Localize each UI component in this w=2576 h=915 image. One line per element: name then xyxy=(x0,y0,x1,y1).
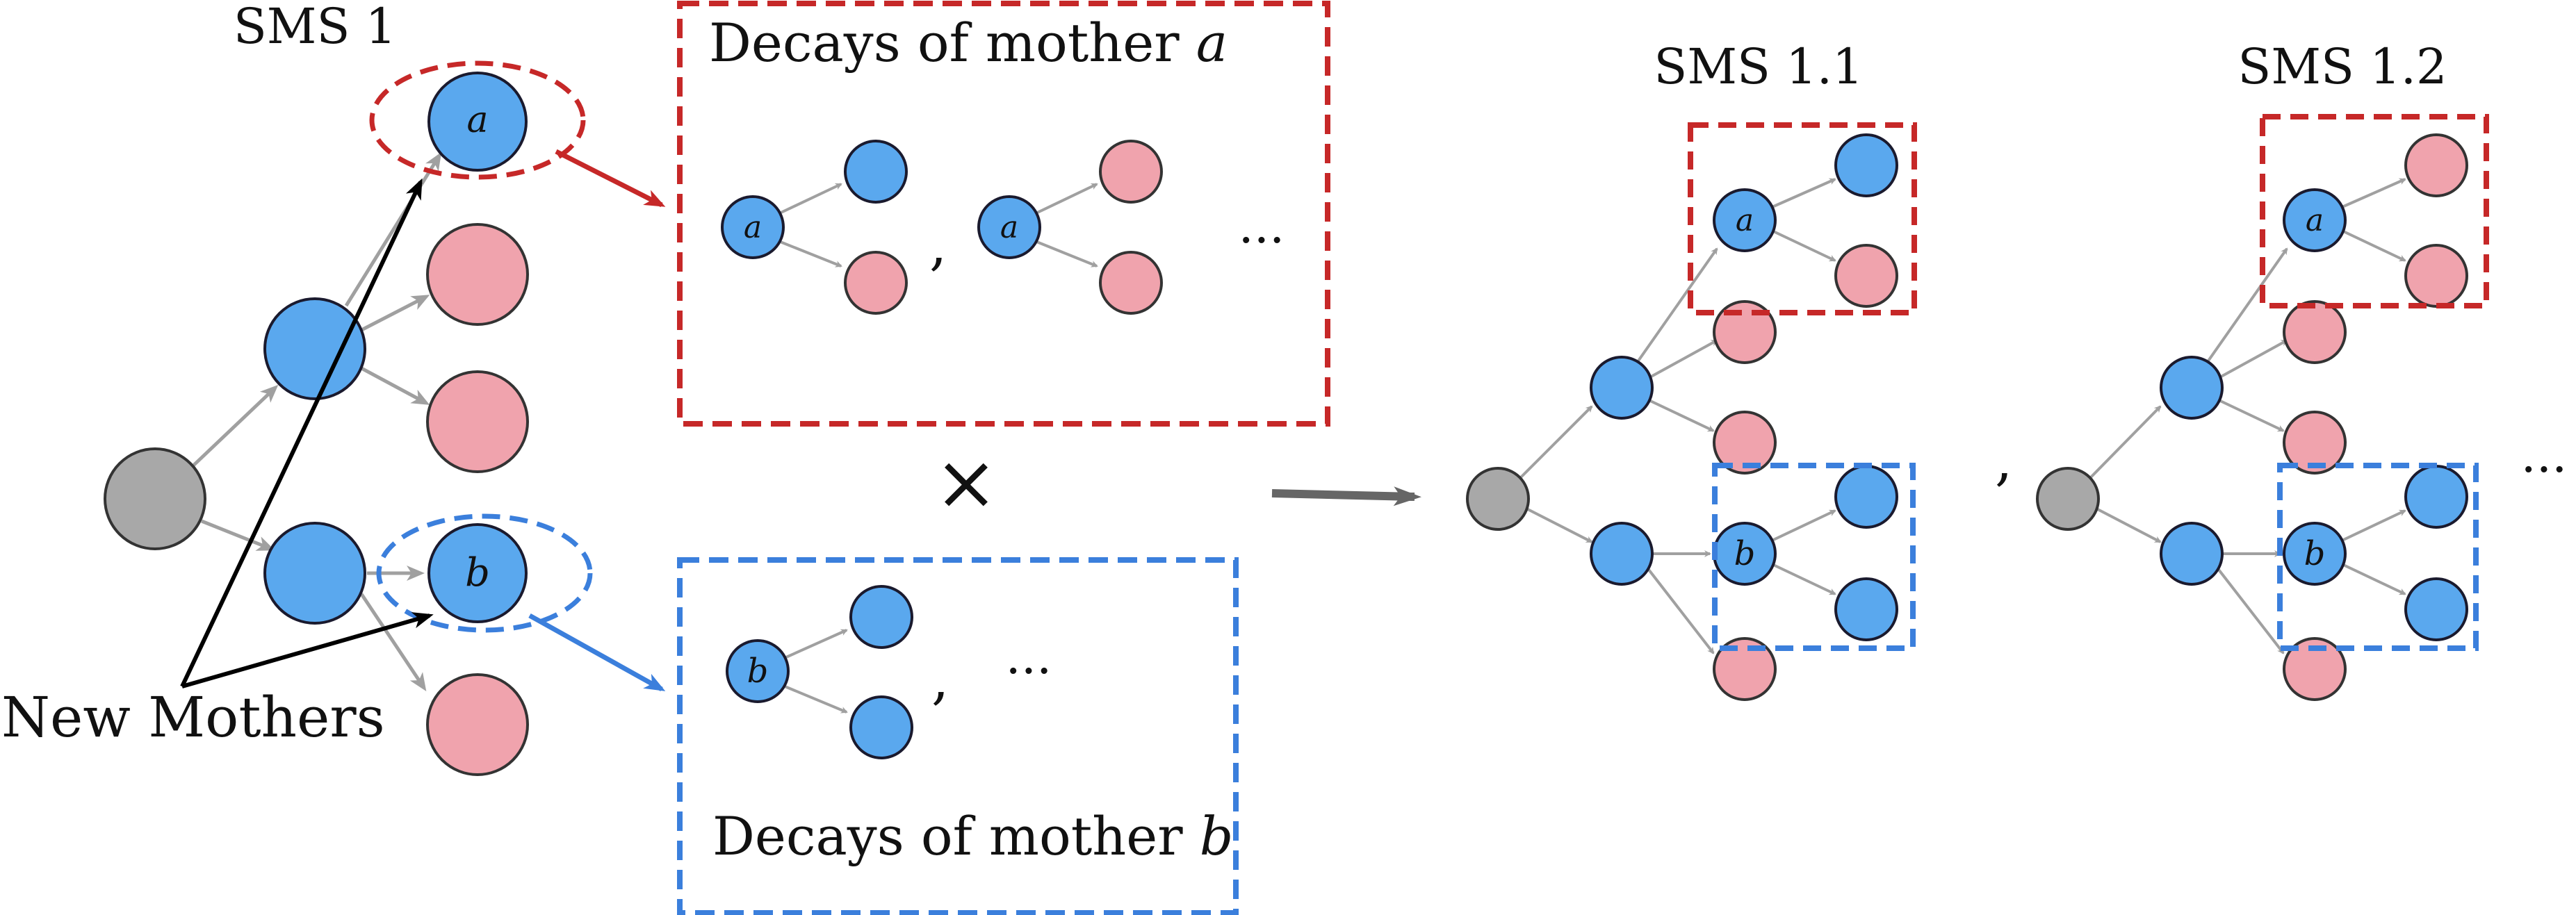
sms11-edges xyxy=(1517,178,1836,654)
sms12-node-b xyxy=(2283,522,2347,586)
sms11-root-node xyxy=(1466,467,1530,531)
decays-b-ellipsis: ··· xyxy=(1006,643,1052,700)
sms1-label: SMS 1 xyxy=(234,0,396,55)
sms11-pink-node-1 xyxy=(1713,300,1777,364)
sms11-b-child-blue-2 xyxy=(1834,577,1898,641)
sms12-pink-node-2 xyxy=(2283,411,2347,475)
decays-a-comma: , xyxy=(929,213,947,277)
new-mothers-label: New Mothers xyxy=(1,685,385,750)
times-symbol: × xyxy=(934,438,998,527)
sms12-red-box xyxy=(2260,114,2489,308)
decay-a2-parent-label: a xyxy=(1000,210,1018,245)
sms12-pink-node-3 xyxy=(2283,637,2347,701)
decays-b-box: b , ··· Decays of mother b xyxy=(677,557,1239,915)
sms12-node-b-label: b xyxy=(2304,534,2326,573)
sms12-edges xyxy=(2087,178,2406,654)
sms11-tree: SMS 1.1 a b xyxy=(1466,38,1917,701)
sms11-node-upper xyxy=(1590,356,1654,420)
sms12-b-child-blue-1 xyxy=(2404,465,2468,529)
sms12-a-child-pink-2 xyxy=(2404,244,2468,308)
decay-b1-parent xyxy=(726,639,790,703)
sms1-node-b-label: b xyxy=(465,550,490,595)
sms11-node-a-label: a xyxy=(1736,203,1754,238)
sms11-blue-box xyxy=(1712,463,1916,651)
sms12-pink-node-1 xyxy=(2283,300,2347,364)
sms11-node-b-label: b xyxy=(1734,534,1756,573)
sms12-node-upper xyxy=(2160,356,2224,420)
sms1-pink-node-1 xyxy=(426,223,529,326)
decay-a2-parent xyxy=(977,195,1041,259)
new-mothers-arrow-a xyxy=(180,178,423,688)
decays-b-title: Decays of mother b xyxy=(712,805,1233,867)
sms12-node-a xyxy=(2283,188,2347,252)
sms1-node-upper xyxy=(263,297,366,400)
sms1-edges xyxy=(190,151,442,691)
decay-b1-parent-label: b xyxy=(747,652,769,691)
decay-a1-parent-label: a xyxy=(744,210,762,245)
decays-a-edges xyxy=(774,183,1098,267)
sms-trailing-ellipsis: ··· xyxy=(2521,441,2568,498)
sms-separator-comma: , xyxy=(1995,428,2012,493)
sms12-a-child-pink-1 xyxy=(2404,133,2468,197)
decays-a-box: Decays of mother a a , a ··· xyxy=(677,1,1330,427)
sms1-tree: SMS 1 a b New Mothers xyxy=(1,0,666,776)
decay-a2-child-pink-2 xyxy=(1099,251,1163,315)
sms12-blue-box xyxy=(2277,463,2479,651)
decays-a-title: Decays of mother a xyxy=(709,12,1228,74)
sms1-pink-node-2 xyxy=(426,370,529,473)
decay-a1-parent xyxy=(721,195,785,259)
decay-a1-child-blue xyxy=(844,140,908,204)
sms11-node-lower xyxy=(1590,522,1654,586)
sms12-root-node xyxy=(2036,467,2100,531)
sms12-node-lower xyxy=(2160,522,2224,586)
sms1-node-lower xyxy=(263,522,366,625)
sms11-a-child-pink xyxy=(1834,244,1898,308)
sms11-node-a xyxy=(1713,188,1777,252)
sms11-a-child-blue xyxy=(1834,133,1898,197)
sms1-node-b xyxy=(427,523,528,623)
mother-a-highlight-ellipse xyxy=(369,60,586,180)
decay-a2-child-pink-1 xyxy=(1099,140,1163,204)
sms11-b-child-blue-1 xyxy=(1834,465,1898,529)
mother-b-highlight-ellipse xyxy=(376,513,593,633)
decay-b1-child-blue-1 xyxy=(849,585,913,649)
arrow-to-decays-b xyxy=(528,613,666,692)
sms1-pink-node-3 xyxy=(426,673,529,776)
decay-a1-child-pink xyxy=(844,251,908,315)
result-arrow xyxy=(1271,486,1421,506)
new-mothers-arrow-b xyxy=(181,612,434,689)
sms11-label: SMS 1.1 xyxy=(1654,38,1863,95)
sms11-pink-node-3 xyxy=(1713,637,1777,701)
decays-a-ellipsis: ··· xyxy=(1239,212,1285,269)
sms11-red-box xyxy=(1688,122,1917,315)
sms12-node-a-label: a xyxy=(2306,203,2324,238)
sms12-b-child-blue-2 xyxy=(2404,577,2468,641)
arrow-to-decays-a xyxy=(555,149,666,208)
decay-b1-child-blue-2 xyxy=(849,695,913,759)
decays-b-comma: , xyxy=(931,647,949,711)
sms1-node-a-label: a xyxy=(466,99,488,141)
decays-b-edges xyxy=(779,629,848,714)
sms1-node-a xyxy=(427,72,528,172)
sms1-root-node xyxy=(104,447,206,550)
sms12-tree: SMS 1.2 a b xyxy=(2036,38,2489,701)
sms11-pink-node-2 xyxy=(1713,411,1777,475)
sms12-label: SMS 1.2 xyxy=(2237,38,2447,95)
